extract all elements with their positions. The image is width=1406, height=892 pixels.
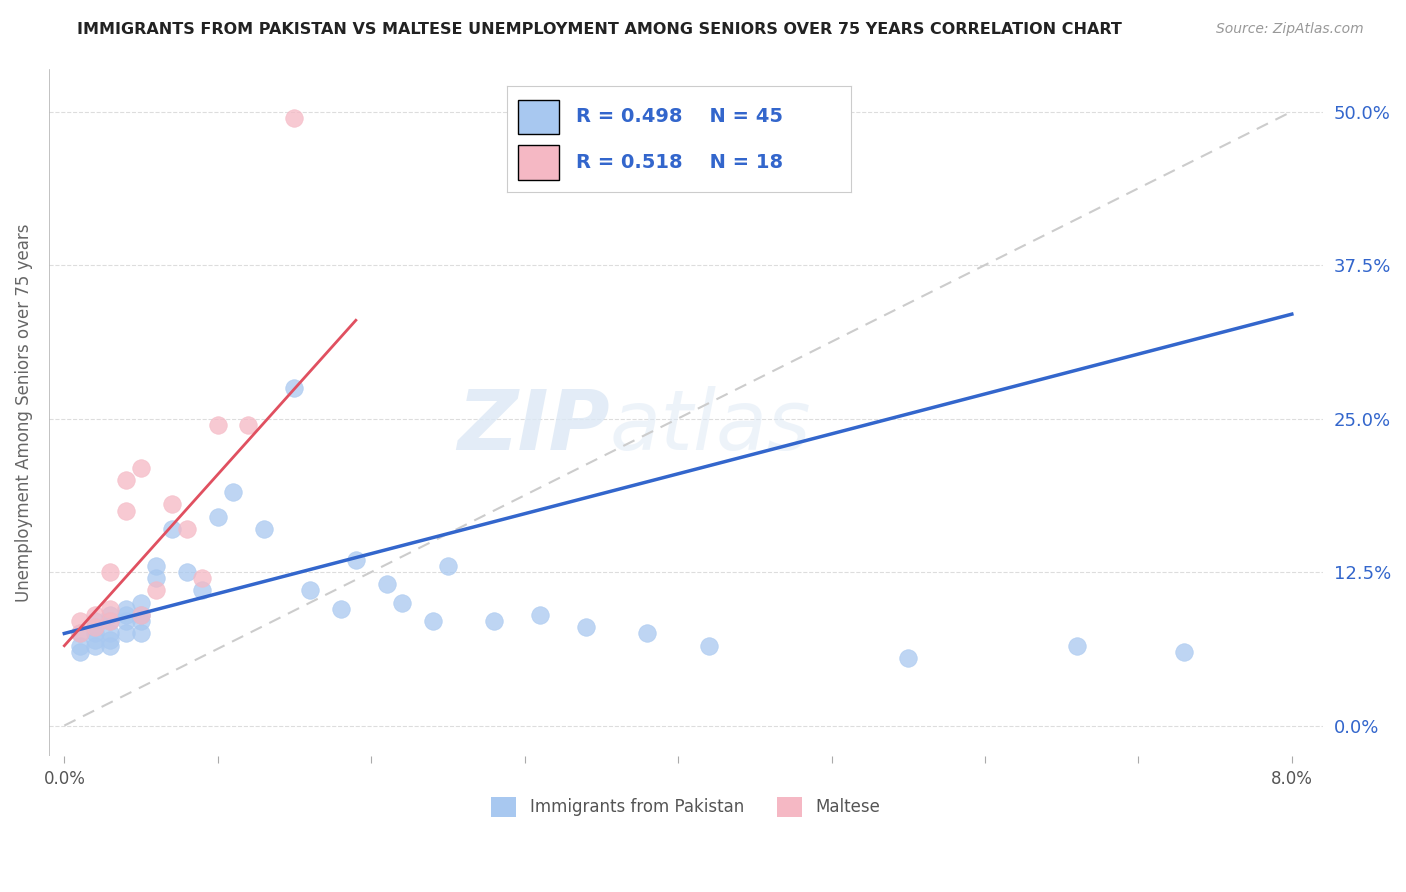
Point: [129, 614, 152, 628]
Point: [375, 577, 398, 591]
Point: [191, 583, 214, 598]
Point: [391, 596, 413, 610]
Point: [697, 639, 720, 653]
Point: [84, 632, 107, 647]
Point: [160, 522, 183, 536]
Point: [98, 602, 121, 616]
Point: [98, 565, 121, 579]
Point: [482, 614, 505, 628]
Point: [114, 602, 136, 616]
Point: [114, 503, 136, 517]
Text: atlas: atlas: [609, 385, 811, 467]
Point: [145, 583, 167, 598]
Point: [98, 639, 121, 653]
Text: IMMIGRANTS FROM PAKISTAN VS MALTESE UNEMPLOYMENT AMONG SENIORS OVER 75 YEARS COR: IMMIGRANTS FROM PAKISTAN VS MALTESE UNEM…: [77, 22, 1122, 37]
Point: [84, 620, 107, 634]
Point: [84, 620, 107, 634]
Point: [98, 614, 121, 628]
Point: [114, 473, 136, 487]
Point: [160, 498, 183, 512]
Point: [529, 607, 551, 622]
Point: [69, 626, 91, 640]
Point: [129, 626, 152, 640]
Point: [84, 607, 107, 622]
Point: [84, 626, 107, 640]
Y-axis label: Unemployment Among Seniors over 75 years: Unemployment Among Seniors over 75 years: [15, 223, 32, 601]
Legend: Immigrants from Pakistan, Maltese: Immigrants from Pakistan, Maltese: [485, 790, 887, 823]
Point: [69, 614, 91, 628]
Point: [129, 607, 152, 622]
Point: [84, 614, 107, 628]
Point: [344, 553, 367, 567]
Point: [283, 111, 305, 125]
Point: [145, 558, 167, 573]
Point: [207, 417, 229, 432]
Point: [69, 639, 91, 653]
Point: [253, 522, 276, 536]
Point: [575, 620, 598, 634]
Point: [1066, 639, 1088, 653]
Point: [84, 639, 107, 653]
Point: [283, 381, 305, 395]
Point: [129, 596, 152, 610]
Point: [176, 522, 198, 536]
Point: [145, 571, 167, 585]
Point: [1173, 645, 1195, 659]
Point: [176, 565, 198, 579]
Point: [238, 417, 260, 432]
Point: [422, 614, 444, 628]
Point: [98, 607, 121, 622]
Point: [98, 614, 121, 628]
Point: [114, 626, 136, 640]
Point: [129, 607, 152, 622]
Point: [114, 607, 136, 622]
Point: [207, 509, 229, 524]
Text: Source: ZipAtlas.com: Source: ZipAtlas.com: [1216, 22, 1364, 37]
Point: [897, 651, 920, 665]
Point: [222, 485, 245, 500]
Point: [191, 571, 214, 585]
Text: ZIP: ZIP: [457, 385, 609, 467]
Point: [69, 645, 91, 659]
Point: [98, 632, 121, 647]
Point: [329, 602, 352, 616]
Point: [298, 583, 321, 598]
Point: [437, 558, 460, 573]
Point: [129, 460, 152, 475]
Point: [114, 614, 136, 628]
Point: [636, 626, 658, 640]
Point: [98, 626, 121, 640]
Point: [69, 626, 91, 640]
